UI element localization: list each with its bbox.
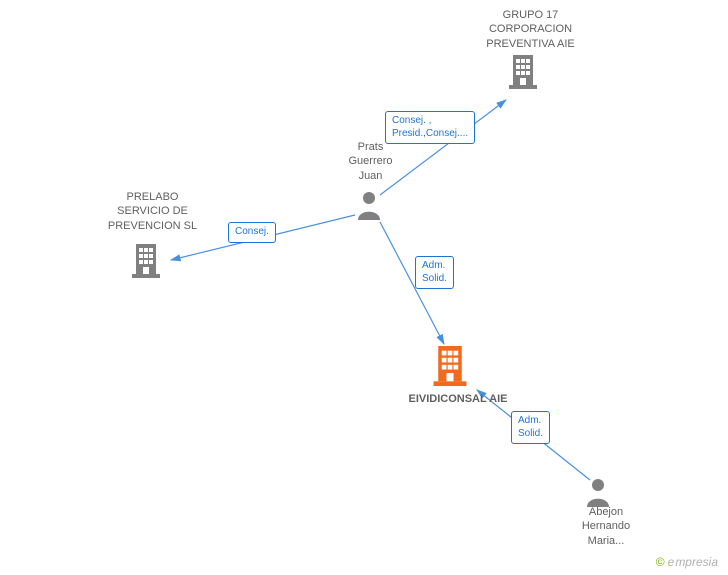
edge-label-consej-presid: Consej. , Presid.,Consej....	[385, 111, 475, 144]
person-icon	[585, 477, 611, 512]
edge-label-consej-1: Consej.	[228, 222, 276, 243]
diagram-canvas: Consej. Consej. , Presid.,Consej.... Adm…	[0, 0, 728, 575]
building-icon	[508, 55, 538, 94]
node-label-grupo17: GRUPO 17 CORPORACION PREVENTIVA AIE	[478, 8, 583, 51]
copyright-symbol: ©	[656, 555, 665, 569]
node-label-prats: Prats Guerrero Juan	[343, 140, 398, 183]
brand-first-letter: e	[668, 555, 675, 569]
building-accent-icon	[432, 346, 468, 391]
edge-label-adm-solid-1: Adm. Solid.	[415, 256, 454, 289]
node-label-eividiconsal: EIVIDICONSAL AIE	[403, 392, 513, 406]
edge-label-adm-solid-2: Adm. Solid.	[511, 411, 550, 444]
edges-layer	[0, 0, 728, 575]
brand-rest: mpresia	[675, 555, 718, 569]
node-label-prelabo: PRELABO SERVICIO DE PREVENCION SL	[105, 190, 200, 233]
person-icon	[356, 190, 382, 225]
building-icon	[131, 244, 161, 283]
watermark: ©empresia	[656, 555, 718, 569]
